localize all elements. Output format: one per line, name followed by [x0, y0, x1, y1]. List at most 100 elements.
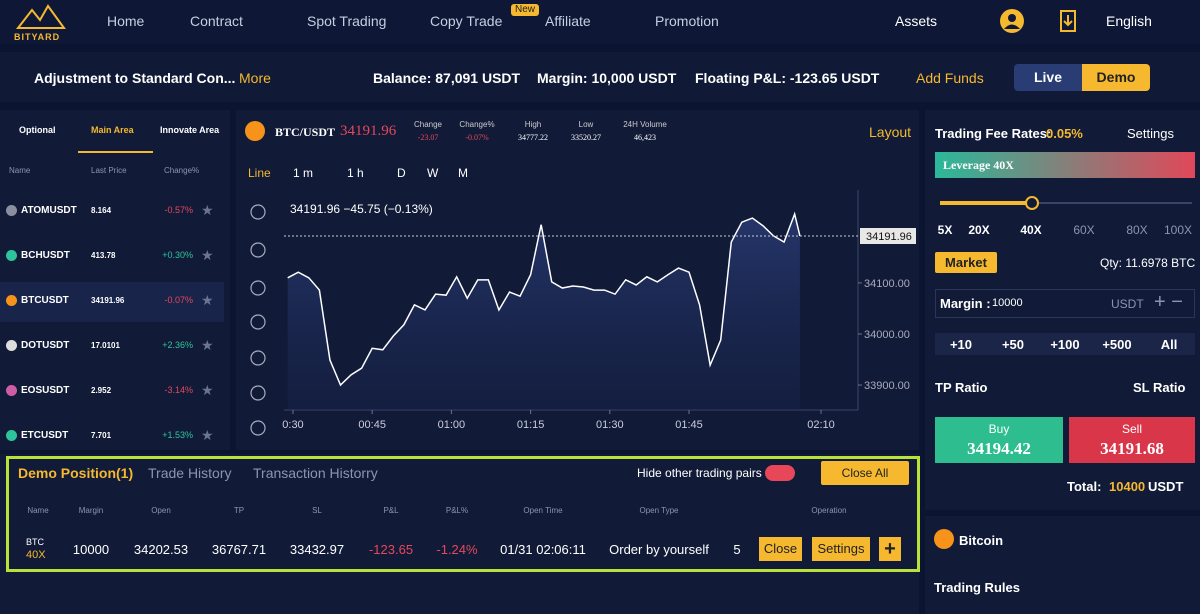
- interval[interactable]: D: [397, 166, 406, 180]
- quick-amount[interactable]: +500: [1102, 337, 1132, 352]
- leverage-tick[interactable]: 40X: [1020, 223, 1042, 237]
- position-tab[interactable]: Demo Position(1): [18, 465, 134, 481]
- nav-item[interactable]: Contract: [190, 13, 243, 29]
- buy-label: Buy: [988, 422, 1010, 436]
- tool-icon: [250, 204, 266, 220]
- star: ★: [201, 427, 214, 443]
- coin-icon: [6, 340, 17, 351]
- change: +1.53%: [162, 430, 193, 440]
- leverage-tick[interactable]: 80X: [1126, 223, 1148, 237]
- stat-value: 34777.22: [518, 133, 548, 142]
- symbol[interactable]: EOSUSDT: [21, 385, 70, 396]
- settings-link[interactable]: Settings: [1127, 126, 1174, 141]
- quick-bar: [935, 333, 1195, 355]
- demo-toggle[interactable]: Demo: [1082, 64, 1150, 91]
- market-tab[interactable]: Optional: [19, 125, 56, 135]
- margin-input[interactable]: [935, 289, 1195, 318]
- margin: Margin: 10,000 USDT: [537, 70, 677, 86]
- layout-button[interactable]: Layout: [869, 124, 912, 140]
- market-button[interactable]: Market: [935, 252, 997, 273]
- cell: 10000: [72, 542, 110, 557]
- position-name: BTC: [26, 537, 44, 547]
- sl-ratio[interactable]: SL Ratio: [1133, 380, 1186, 395]
- assets-menu[interactable]: Assets: [895, 13, 938, 29]
- nav-item[interactable]: Promotion: [655, 13, 719, 29]
- market-header: Name: [9, 166, 31, 175]
- x-tick-label: 01:45: [675, 419, 703, 431]
- logo-text: BITYARD: [14, 32, 61, 42]
- change: +0.30%: [162, 250, 193, 260]
- leverage-tick[interactable]: 100X: [1163, 223, 1193, 237]
- interval[interactable]: M: [458, 166, 468, 180]
- close-all[interactable]: Close All: [821, 461, 909, 485]
- download-icon[interactable]: [1060, 10, 1076, 32]
- quick-amount[interactable]: +10: [949, 337, 973, 352]
- last-price: 7.701: [91, 431, 112, 440]
- toggle[interactable]: [765, 465, 795, 481]
- quick-amount[interactable]: All: [1160, 337, 1178, 352]
- stat-label: 24H Volume: [623, 120, 667, 129]
- logo-mark: [15, 4, 66, 29]
- positions-panel: [0, 454, 919, 614]
- slider-knob[interactable]: [1025, 196, 1039, 210]
- tab-underline: [78, 151, 153, 153]
- nav-item[interactable]: Spot Trading: [307, 13, 387, 29]
- add-funds[interactable]: Add Funds: [916, 70, 984, 86]
- avatar[interactable]: [999, 8, 1025, 34]
- quick-amount[interactable]: +50: [1001, 337, 1025, 352]
- plus[interactable]: + −: [1154, 291, 1183, 313]
- cell: 33432.97: [289, 542, 345, 557]
- column-header: Margin: [78, 506, 104, 515]
- symbol[interactable]: ETCUSDT: [21, 430, 69, 441]
- leverage-bar: Leverage 40X: [935, 152, 1195, 178]
- leverage-tick[interactable]: 5X: [937, 223, 953, 237]
- cell: Order by yourself: [609, 542, 709, 557]
- interval[interactable]: Line: [248, 166, 271, 180]
- sell-button[interactable]: [1069, 417, 1195, 463]
- symbol[interactable]: DOTUSDT: [21, 340, 70, 351]
- last-price-label: 34191.96: [866, 231, 912, 243]
- ticker-price: 34191.96: [340, 123, 397, 139]
- last-price-box: [860, 228, 916, 244]
- market-tab[interactable]: Innovate Area: [160, 125, 220, 135]
- add-button[interactable]: +: [879, 537, 901, 561]
- position-tab[interactable]: Trade History: [148, 465, 232, 481]
- change: +2.36%: [162, 340, 193, 350]
- pair: BTC/USDT: [275, 125, 336, 139]
- trading-rules[interactable]: Trading Rules: [934, 580, 1020, 595]
- interval[interactable]: 1 m: [293, 166, 314, 180]
- row-highlight: [0, 282, 224, 322]
- last-price: 2.952: [91, 386, 112, 395]
- coin-icon: [934, 529, 954, 549]
- more-link[interactable]: More: [239, 70, 271, 86]
- nav-item[interactable]: Copy Trade: [430, 13, 503, 29]
- symbol[interactable]: BCHUSDT: [21, 250, 70, 261]
- buy-button[interactable]: [935, 417, 1063, 463]
- quick-amount[interactable]: +100: [1050, 337, 1080, 352]
- position-tab[interactable]: Transaction Historry: [253, 465, 378, 481]
- language-menu[interactable]: English: [1106, 13, 1152, 29]
- interval[interactable]: 1 h: [347, 166, 364, 180]
- tool-icon: [250, 420, 266, 436]
- leverage-tick[interactable]: 20X: [968, 223, 990, 237]
- interval[interactable]: W: [427, 166, 439, 180]
- symbol[interactable]: BTCUSDT: [21, 295, 69, 306]
- nav-item[interactable]: Home: [107, 13, 145, 29]
- leverage-tick[interactable]: 60X: [1073, 223, 1095, 237]
- slider-fill: [940, 201, 1032, 205]
- qty: Qty: 11.6978 BTC: [1100, 256, 1196, 270]
- nav-item[interactable]: Affiliate: [545, 13, 591, 29]
- close-button[interactable]: Close: [759, 537, 802, 561]
- symbol[interactable]: ATOMUSDT: [21, 205, 77, 216]
- x-tick-label: 01:30: [596, 419, 624, 431]
- live-toggle[interactable]: Live: [1014, 64, 1082, 91]
- settings-button[interactable]: Settings: [812, 537, 870, 561]
- market-tab[interactable]: Main Area: [91, 125, 134, 135]
- notice[interactable]: Adjustment to Standard Con...: [34, 70, 236, 86]
- column-header: Open Time: [523, 506, 563, 515]
- column-header: TP: [233, 506, 245, 515]
- last-price: 8.164: [91, 206, 112, 215]
- position-leverage: 40X: [26, 549, 46, 561]
- tp-ratio[interactable]: TP Ratio: [935, 380, 988, 395]
